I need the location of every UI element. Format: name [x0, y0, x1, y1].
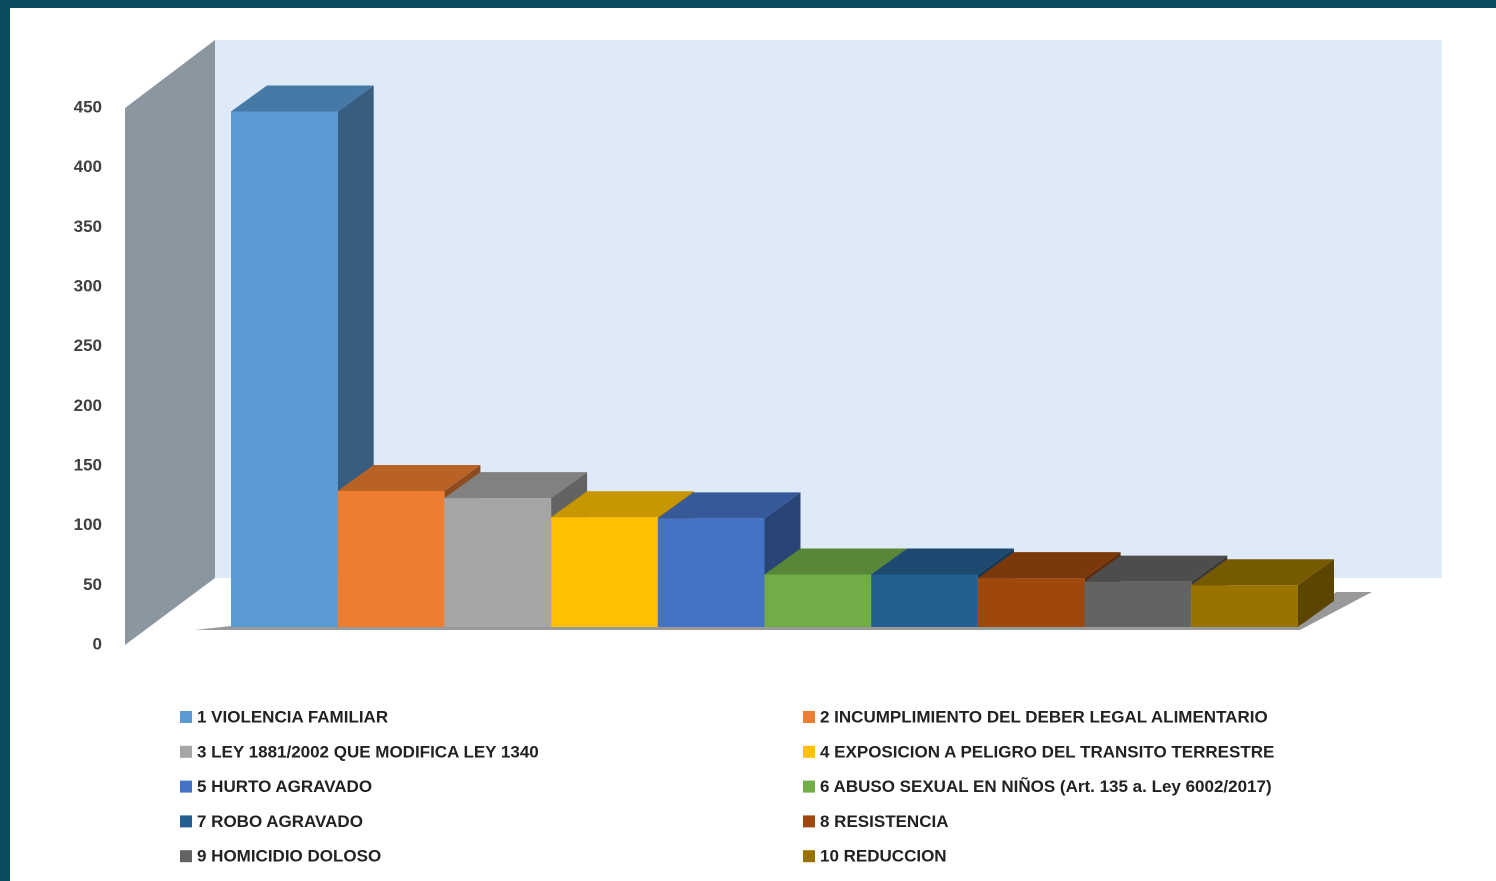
legend-label: 10 REDUCCION	[820, 847, 947, 866]
bar-top	[977, 552, 1121, 579]
y-tick-label: 400	[74, 157, 102, 176]
y-tick-label: 50	[83, 575, 102, 594]
bar	[444, 498, 552, 627]
legend-label: 4 EXPOSICION A PELIGRO DEL TRANSITO TERR…	[820, 742, 1274, 761]
bar	[551, 517, 658, 627]
legend-label: 8 RESISTENCIA	[820, 812, 948, 831]
bar-top	[871, 548, 1014, 575]
legend-label: 6 ABUSO SEXUAL EN NIÑOS (Art. 135 a. Ley…	[820, 776, 1272, 796]
legend-label: 3 LEY 1881/2002 QUE MODIFICA LEY 1340	[197, 742, 539, 761]
back-wall	[215, 40, 1442, 578]
legend-label: 5 HURTO AGRAVADO	[197, 777, 372, 796]
bar	[231, 111, 338, 628]
legend-label: 2 INCUMPLIMIENTO DEL DEBER LEGAL ALIMENT…	[820, 707, 1268, 726]
side-wall	[125, 40, 215, 645]
bar	[977, 578, 1085, 627]
legend-label: 7 ROBO AGRAVADO	[197, 812, 363, 831]
y-tick-label: 100	[74, 515, 102, 534]
bar-top	[1191, 559, 1334, 586]
y-tick-label: 0	[93, 634, 102, 653]
y-tick-label: 450	[74, 97, 102, 116]
bar	[1191, 585, 1298, 627]
bar-side	[1298, 559, 1334, 627]
legend-swatch	[180, 711, 192, 723]
y-tick-label: 350	[74, 217, 102, 236]
legend-swatch	[180, 815, 192, 828]
y-tick-label: 200	[74, 396, 102, 415]
bar-top	[444, 472, 588, 499]
y-tick-label: 300	[74, 276, 102, 295]
bar-top	[657, 492, 801, 519]
legend-label: 1 VIOLENCIA FAMILIAR	[197, 707, 388, 726]
legend-swatch	[180, 745, 192, 758]
legend-swatch	[803, 780, 815, 793]
bar	[764, 574, 872, 627]
bar-top	[337, 464, 481, 491]
bar-top	[231, 85, 374, 112]
legend-swatch	[803, 745, 815, 758]
bar	[871, 574, 978, 627]
legend-swatch	[180, 850, 192, 863]
y-tick-label: 250	[74, 336, 102, 355]
bar	[657, 518, 765, 627]
y-tick-label: 150	[74, 455, 102, 474]
bar-top	[551, 491, 694, 518]
legend-label: 9 HOMICIDIO DOLOSO	[197, 847, 381, 866]
legend-swatch	[803, 850, 815, 863]
legend-swatch	[180, 780, 192, 793]
legend-swatch	[803, 815, 815, 828]
legend-swatch	[803, 711, 815, 723]
bar	[1084, 581, 1192, 627]
bar	[337, 490, 445, 627]
bar-top	[1084, 555, 1228, 582]
bar-top	[764, 548, 908, 575]
